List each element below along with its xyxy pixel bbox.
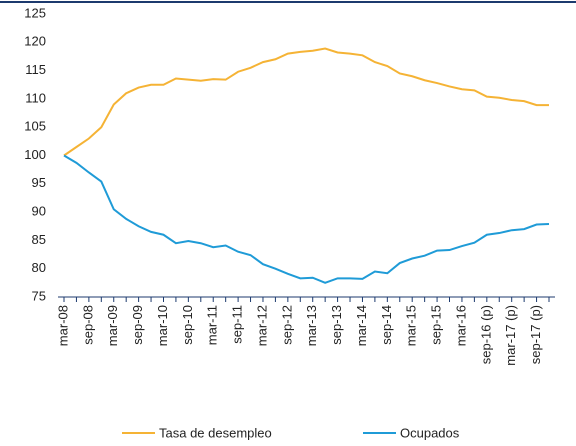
x-tick-label: mar-17 (p) (503, 305, 518, 366)
x-tick-label: sep-12 (279, 305, 294, 345)
y-tick-label: 85 (32, 232, 46, 247)
y-tick-label: 125 (24, 5, 46, 20)
x-tick-label: sep-14 (379, 305, 394, 345)
x-tick-label: mar-13 (304, 305, 319, 346)
x-tick-label: mar-09 (105, 305, 120, 346)
y-tick-label: 90 (32, 204, 46, 219)
x-tick-label: sep-08 (80, 305, 95, 345)
legend-label: Ocupados (400, 425, 460, 440)
y-tick-label: 115 (25, 62, 46, 77)
x-tick-label: sep-17 (p) (528, 305, 543, 364)
series-line (63, 47, 549, 157)
series-line (63, 154, 550, 284)
legend-label: Tasa de desempleo (159, 425, 272, 440)
x-tick-label: mar-15 (404, 305, 419, 346)
y-tick-label: 75 (32, 288, 46, 303)
x-tick-label: sep-15 (429, 305, 444, 345)
x-tick-label: mar-14 (354, 305, 369, 346)
x-tick-label: sep-09 (130, 305, 145, 345)
y-tick-label: 100 (24, 147, 46, 162)
x-tick-label: mar-16 (453, 305, 468, 346)
y-tick-label: 105 (24, 119, 46, 134)
x-tick-label: sep-10 (180, 305, 195, 345)
x-tick-label: mar-08 (55, 305, 70, 346)
y-tick-label: 95 (32, 175, 46, 190)
x-tick-label: mar-11 (205, 305, 220, 345)
y-tick-label: 80 (32, 260, 46, 275)
x-tick-label: sep-11 (230, 305, 245, 344)
x-tick-label: mar-12 (254, 305, 269, 346)
x-tick-label: sep-13 (329, 305, 344, 345)
x-tick-label: mar-10 (155, 305, 170, 346)
y-tick-label: 120 (24, 34, 46, 49)
x-tick-label: sep-16 (p) (478, 305, 493, 364)
y-tick-label: 110 (25, 90, 46, 105)
